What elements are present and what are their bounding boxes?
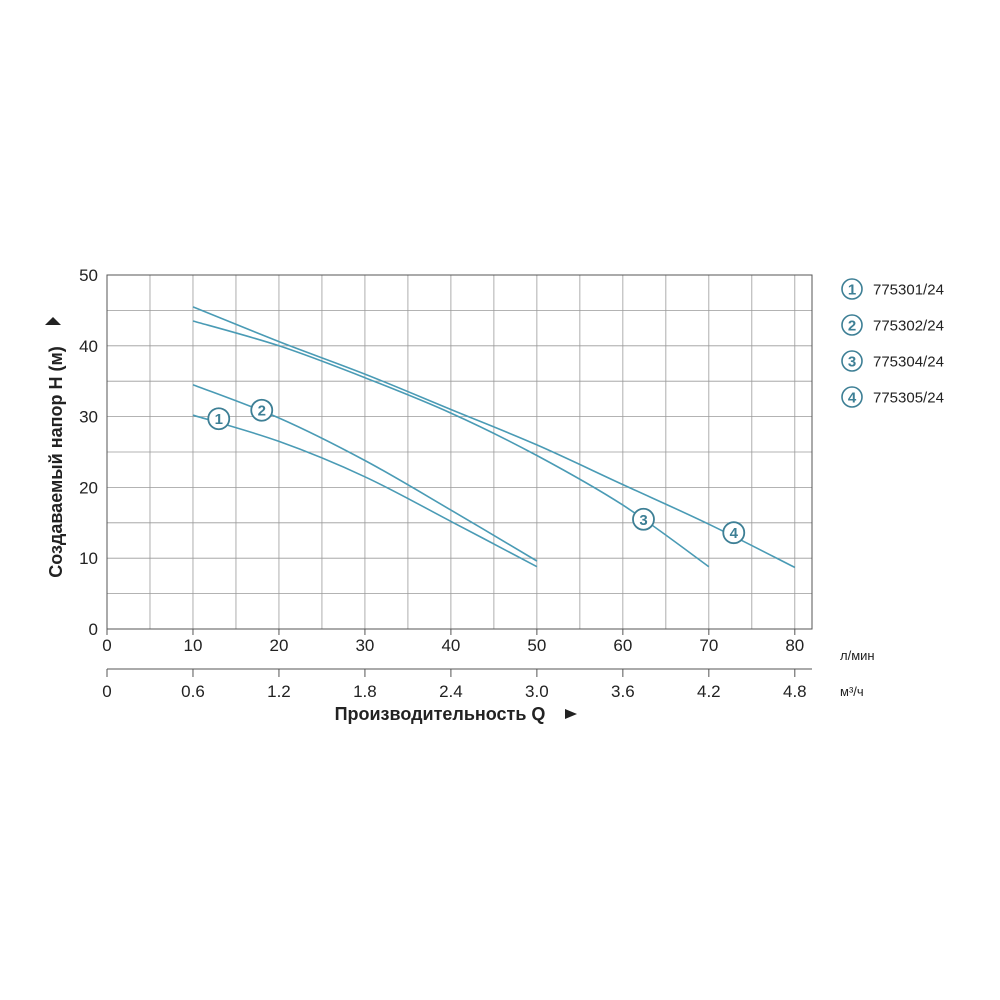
series-marker-label-2: 2 xyxy=(258,403,266,420)
x-tick-label-primary: 50 xyxy=(527,636,546,655)
x-tick-label-primary: 40 xyxy=(441,636,460,655)
legend-marker-1 xyxy=(841,278,863,300)
series-line-2 xyxy=(192,383,538,562)
series-marker-label-3: 3 xyxy=(639,512,647,529)
x-tick-label-primary: 60 xyxy=(613,636,632,655)
legend-label-3: 775304/24 xyxy=(873,354,944,371)
series-line-3 xyxy=(192,320,710,568)
y-axis-title: Создаваемый напор H (м) xyxy=(46,346,66,578)
x-unit-primary: л/мин xyxy=(840,648,875,663)
x-tick-label-primary: 20 xyxy=(269,636,288,655)
y-tick-label: 20 xyxy=(79,478,98,497)
legend-number-4: 4 xyxy=(848,390,857,407)
axes: 0 10 20 30 40 50 0 10 20 30 40 50 60 70 80 0 0.6 1.2 1.8 2.… xyxy=(79,266,812,701)
x-tick-label-primary: 80 xyxy=(785,636,804,655)
legend-marker-4 xyxy=(841,386,863,408)
y-axis-title-arrow xyxy=(45,317,61,325)
legend-label-4: 775305/24 xyxy=(873,390,944,407)
x-tick-label-primary: 0 xyxy=(102,636,111,655)
grid xyxy=(106,274,813,630)
x-tick-label-primary: 30 xyxy=(355,636,374,655)
x-tick-label-secondary: 2.4 xyxy=(439,682,463,701)
x-tick-label-secondary: 0 xyxy=(102,682,111,701)
legend-number-1: 1 xyxy=(848,282,856,299)
x-tick-label-secondary: 4.2 xyxy=(697,682,721,701)
series-lines xyxy=(192,306,796,569)
series-marker-label-4: 4 xyxy=(730,525,739,542)
x-tick-label-secondary: 0.6 xyxy=(181,682,205,701)
x-tick-label-secondary: 3.0 xyxy=(525,682,549,701)
y-tick-label: 50 xyxy=(79,266,98,285)
y-tick-label: 10 xyxy=(79,549,98,568)
x-tick-label-primary: 10 xyxy=(184,636,203,655)
legend-label-1: 775301/24 xyxy=(873,282,944,299)
x-tick-label-secondary: 1.8 xyxy=(353,682,377,701)
legend-number-2: 2 xyxy=(848,318,856,335)
x-axis-title-arrow xyxy=(565,709,577,719)
y-tick-label: 40 xyxy=(79,337,98,356)
series-line-1 xyxy=(192,414,538,568)
legend-number-3: 3 xyxy=(848,354,856,371)
x-tick-label-secondary: 4.8 xyxy=(783,682,807,701)
y-tick-label: 30 xyxy=(79,408,98,427)
x-tick-label-primary: 70 xyxy=(699,636,718,655)
x-tick-label-secondary: 3.6 xyxy=(611,682,635,701)
legend-marker-3 xyxy=(841,350,863,372)
x-unit-secondary: м³/ч xyxy=(840,684,864,699)
series-marker-1 xyxy=(207,407,231,431)
series-marker-3 xyxy=(632,507,655,531)
series-marker-label-1: 1 xyxy=(215,411,223,428)
series-line-4 xyxy=(192,306,796,569)
series-marker-2 xyxy=(250,398,274,422)
x-axis-title: Производительность Q xyxy=(335,704,546,724)
y-tick-label: 0 xyxy=(89,620,98,639)
legend: 1 775301/24 2 775302/24 3 775304/24 4 775305/24 xyxy=(841,278,944,408)
x-tick-label-secondary: 1.2 xyxy=(267,682,291,701)
legend-label-2: 775302/24 xyxy=(873,318,944,335)
legend-marker-2 xyxy=(841,314,863,336)
series-marker-4 xyxy=(722,521,746,545)
series-markers: 1 2 3 4 xyxy=(207,398,746,545)
